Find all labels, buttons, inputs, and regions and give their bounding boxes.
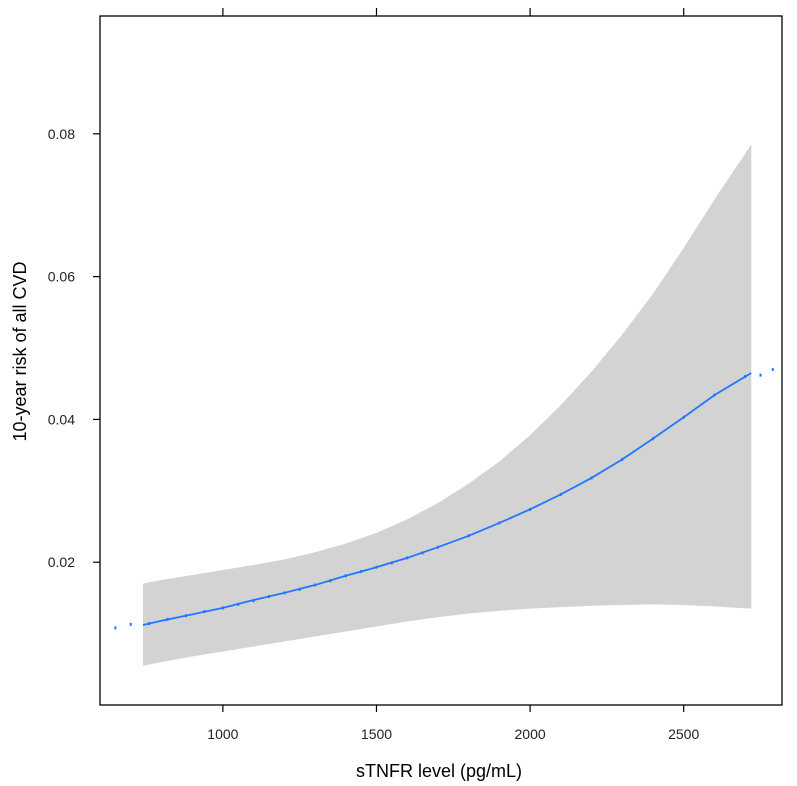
y-tick-label: 0.06 — [48, 269, 75, 285]
x-axis-ticks: 1000 1500 2000 2500 — [207, 705, 699, 742]
confidence-band — [143, 144, 752, 666]
plot-frame — [99, 15, 783, 706]
confidence-band-layer — [143, 144, 752, 666]
x-tick-label: 2000 — [515, 726, 546, 742]
y-tick-label: 0.02 — [48, 554, 75, 570]
y-tick-label: 0.04 — [48, 411, 75, 427]
fitted-line — [142, 372, 752, 626]
x-tick-label: 2500 — [668, 726, 699, 742]
top-axis-ticks — [222, 8, 685, 16]
scatter-point — [759, 373, 762, 377]
x-axis-title: sTNFR level (pg/mL) — [356, 761, 522, 781]
fitted-line-layer — [142, 372, 752, 626]
x-tick-label: 1000 — [207, 726, 238, 742]
y-axis-ticks: 0.02 0.04 0.06 0.08 — [48, 126, 100, 570]
x-tick-label: 1500 — [361, 726, 392, 742]
y-tick-label: 0.08 — [48, 126, 75, 142]
scatter-point — [129, 622, 132, 626]
scatter-point — [114, 626, 117, 630]
scatter-point — [771, 367, 774, 371]
y-axis-title: 10-year risk of all CVD — [10, 261, 30, 441]
